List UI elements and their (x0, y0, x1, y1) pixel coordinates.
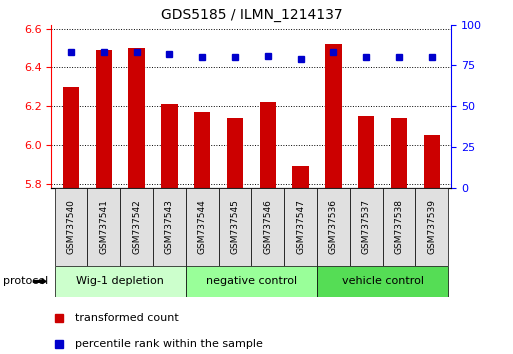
Text: GSM737539: GSM737539 (427, 199, 436, 254)
Text: negative control: negative control (206, 276, 297, 286)
Bar (161, 104, 177, 188)
Text: GSM737537: GSM737537 (362, 199, 371, 254)
Bar (227, 118, 243, 188)
Bar (284, 188, 317, 266)
Bar (317, 188, 350, 266)
Bar (54, 266, 186, 297)
Bar (292, 166, 309, 188)
Bar (120, 188, 153, 266)
Text: vehicle control: vehicle control (342, 276, 424, 286)
Bar (383, 188, 416, 266)
Bar (260, 102, 276, 188)
Text: GSM737545: GSM737545 (230, 199, 240, 254)
Text: GSM737544: GSM737544 (198, 199, 207, 254)
Text: percentile rank within the sample: percentile rank within the sample (75, 339, 263, 349)
Bar (325, 44, 342, 188)
Text: GSM737542: GSM737542 (132, 199, 141, 254)
Bar (416, 188, 448, 266)
Bar (186, 266, 317, 297)
Title: GDS5185 / ILMN_1214137: GDS5185 / ILMN_1214137 (161, 8, 342, 22)
Text: GSM737540: GSM737540 (67, 199, 75, 254)
Text: GSM737543: GSM737543 (165, 199, 174, 254)
Bar (153, 188, 186, 266)
Bar (424, 135, 440, 188)
Text: Wig-1 depletion: Wig-1 depletion (76, 276, 164, 286)
Bar (358, 116, 374, 188)
Text: GSM737538: GSM737538 (394, 199, 403, 254)
Bar (128, 48, 145, 188)
Bar (251, 188, 284, 266)
Text: GSM737546: GSM737546 (263, 199, 272, 254)
Text: GSM737541: GSM737541 (100, 199, 108, 254)
Text: GSM737547: GSM737547 (296, 199, 305, 254)
Bar (87, 188, 120, 266)
Bar (194, 112, 210, 188)
Text: GSM737536: GSM737536 (329, 199, 338, 254)
Bar (54, 188, 87, 266)
Bar (317, 266, 448, 297)
Text: protocol: protocol (3, 276, 48, 286)
Bar (391, 118, 407, 188)
Bar (219, 188, 251, 266)
Bar (186, 188, 219, 266)
Bar (95, 50, 112, 188)
Text: transformed count: transformed count (75, 313, 179, 323)
Bar (63, 87, 79, 188)
Bar (350, 188, 383, 266)
